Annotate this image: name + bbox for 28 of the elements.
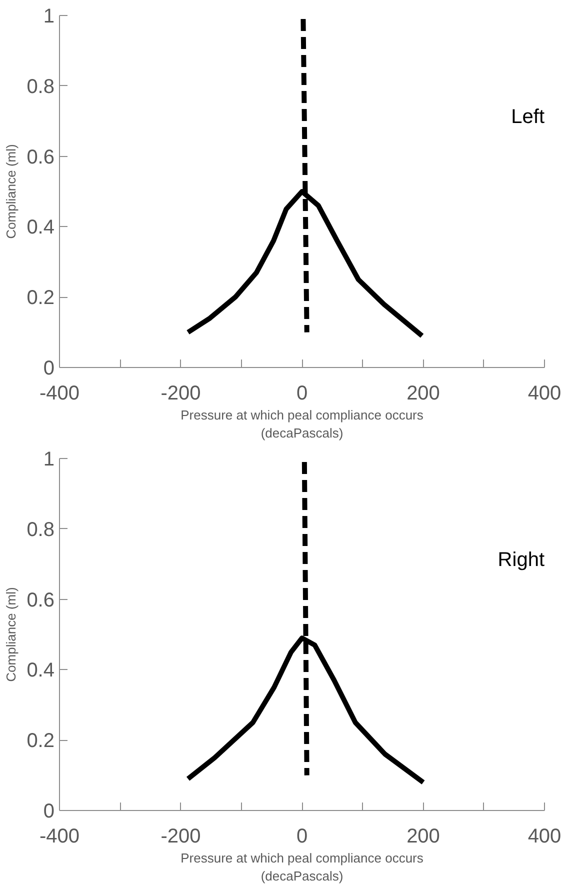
annotation: Left <box>511 106 545 128</box>
y-tick-label: 0.4 <box>26 216 55 239</box>
x-tick-label: 0 <box>296 382 308 404</box>
y-axis-title: Compliance (ml) <box>4 587 19 682</box>
y-tick-label: 0.2 <box>26 730 55 752</box>
y-tick-label: 0.8 <box>26 518 55 541</box>
x-tick-label: -200 <box>160 826 201 848</box>
x-axis-title: Pressure at which peal compliance occurs (decaPascals) <box>180 408 424 440</box>
y-axis-title: Compliance (ml) <box>4 144 19 239</box>
x-tick-label: 200 <box>406 382 440 404</box>
y-tick-label: 0.2 <box>26 287 55 310</box>
y-tick-label: 0 <box>43 358 54 380</box>
x-axis-title: Pressure at which peal compliance occurs (decaPascals) <box>180 850 424 884</box>
y-tick-label: 0.8 <box>26 76 55 98</box>
x-tick-label: -200 <box>160 382 201 404</box>
y-tick-label: 0 <box>43 800 54 822</box>
x-tick-label: 200 <box>406 826 440 848</box>
x-tick-label: -400 <box>39 826 80 848</box>
y-tick-label: 0.6 <box>26 589 55 612</box>
x-tick-label: 400 <box>528 826 562 848</box>
x-tick-label: -400 <box>39 382 80 404</box>
y-tick-label: 1 <box>43 6 54 28</box>
y-tick-label: 0.6 <box>26 146 55 168</box>
y-tick-label: 0.4 <box>26 660 55 682</box>
annotation: Right <box>498 549 545 572</box>
x-tick-label: 0 <box>296 826 308 848</box>
y-tick-label: 1 <box>43 448 54 470</box>
x-tick-label: 400 <box>528 382 562 404</box>
